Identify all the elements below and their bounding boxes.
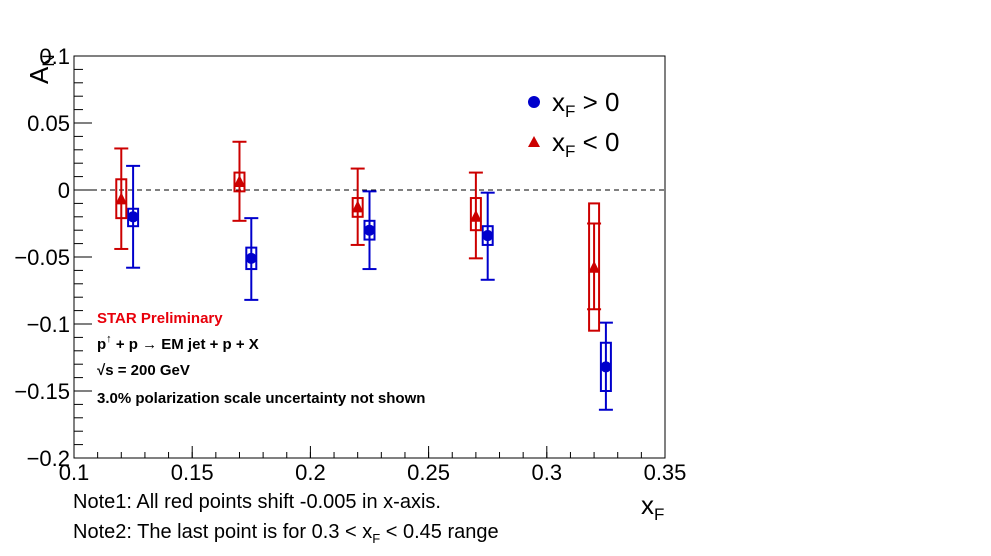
- y-tick-label: −0.05: [14, 245, 70, 270]
- data-point-pos: [480, 191, 495, 281]
- marker-circle: [482, 230, 494, 242]
- y-tick-label: −0.2: [27, 446, 70, 471]
- sys-error-box: [351, 197, 364, 218]
- sys-error-box: [115, 178, 128, 220]
- marker-triangle: [588, 260, 601, 273]
- sys-error-box: [233, 171, 246, 193]
- data-point-pos: [244, 217, 259, 301]
- marker-circle: [245, 252, 257, 264]
- marker-triangle: [351, 200, 364, 213]
- x-axis-title-sub: F: [654, 505, 664, 524]
- x-axis-title: xF: [641, 490, 664, 524]
- y-tick-label: −0.1: [27, 312, 70, 337]
- axes: 0.1 0.15 0.2 0.25 0.3 0.35 −0.2 −0.15 −0.1 −0.05 0…: [14, 44, 686, 485]
- annotation-title: STAR Preliminary: [97, 310, 223, 327]
- data-point-pos: [598, 321, 613, 411]
- data-point-neg: [114, 147, 129, 250]
- y-tick-label: −0.15: [14, 379, 70, 404]
- data-point-neg: [232, 140, 247, 222]
- sys-error-box: [588, 202, 601, 332]
- annotation-note: 3.0% polarization scale uncertainty not …: [97, 390, 425, 407]
- data-point-neg: [468, 171, 483, 260]
- legend-label-neg: xF < 0: [552, 127, 619, 161]
- annotation-reaction: p↑ + p → EM jet + p + X: [97, 333, 259, 353]
- marker-triangle: [233, 174, 246, 187]
- data-layer: [114, 140, 613, 411]
- x-tick-label: 0.15: [171, 460, 214, 485]
- data-point-neg: [350, 167, 365, 246]
- x-tick-label: 0.25: [407, 460, 450, 485]
- legend: xF > 0 xF < 0: [528, 87, 619, 161]
- y-tick-label: 0.05: [27, 111, 70, 136]
- x-tick-label: 0.35: [644, 460, 687, 485]
- x-tick-label: 0.2: [295, 460, 326, 485]
- y-axis-title-sub: N: [39, 54, 58, 66]
- y-axis-title: AN: [24, 54, 58, 84]
- x-tick-label: 0.3: [532, 460, 563, 485]
- data-point-neg: [587, 202, 602, 332]
- annotation-block: STAR Preliminary p↑ + p → EM jet + p + X…: [97, 310, 425, 407]
- annotation-energy: √s = 200 GeV: [97, 362, 190, 379]
- data-point-pos: [126, 164, 141, 269]
- marker-circle: [600, 361, 612, 373]
- note-2: Note2: The last point is for 0.3 < xF < …: [73, 521, 499, 546]
- legend-marker-circle: [528, 96, 540, 108]
- marker-circle: [127, 211, 139, 223]
- marker-triangle: [469, 209, 482, 222]
- legend-marker-triangle: [528, 136, 540, 147]
- sys-error-box: [469, 197, 482, 232]
- marker-triangle: [115, 192, 128, 205]
- y-tick-label: 0.1: [39, 44, 70, 69]
- x-tick-label: 0.1: [59, 460, 90, 485]
- legend-label-pos: xF > 0: [552, 87, 619, 121]
- y-tick-label: 0: [58, 178, 70, 203]
- note-1: Note1: All red points shift -0.005 in x-…: [73, 491, 441, 513]
- marker-circle: [364, 224, 375, 236]
- data-point-pos: [362, 190, 377, 271]
